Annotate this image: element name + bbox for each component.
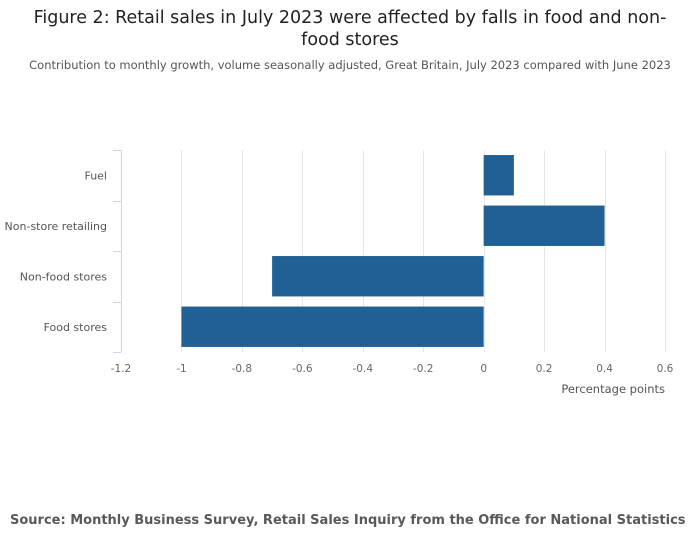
x-axis-title: Percentage points — [561, 382, 665, 396]
bar[interactable] — [483, 155, 514, 196]
y-category-label: Non-store retailing — [5, 220, 107, 233]
x-tick-label: -0.2 — [413, 363, 434, 375]
source-note: Source: Monthly Business Survey, Retail … — [10, 513, 686, 528]
y-axis: Fuel Non-store retailing Non-food stores Fo… — [5, 150, 122, 353]
x-tick-label: -1.2 — [111, 363, 132, 375]
x-tick-label: 0.2 — [536, 363, 553, 375]
chart-title: Figure 2: Retail sales in July 2023 were… — [33, 8, 667, 50]
y-category-label: Non-food stores — [20, 270, 108, 283]
bar[interactable] — [272, 256, 484, 297]
y-category-label: Fuel — [84, 169, 107, 182]
y-category-label: Food stores — [44, 321, 108, 334]
x-tick-label: -0.6 — [292, 363, 313, 375]
bar[interactable] — [181, 306, 484, 347]
x-tick-label: -1 — [176, 363, 186, 375]
x-tick-label: 0.6 — [657, 363, 674, 375]
x-tick-label: 0 — [480, 363, 487, 375]
bar[interactable] — [483, 205, 605, 246]
x-tick-label: -0.4 — [353, 363, 374, 375]
chart-subtitle: Contribution to monthly growth, volume s… — [29, 58, 671, 72]
x-tick-label: 0.4 — [596, 363, 613, 375]
bars — [181, 155, 605, 347]
x-axis-tick-labels: -1.2 -1 -0.8 -0.6 -0.4 -0.2 0 0.2 0.4 0.6 — [111, 363, 674, 375]
x-tick-label: -0.8 — [232, 363, 253, 375]
